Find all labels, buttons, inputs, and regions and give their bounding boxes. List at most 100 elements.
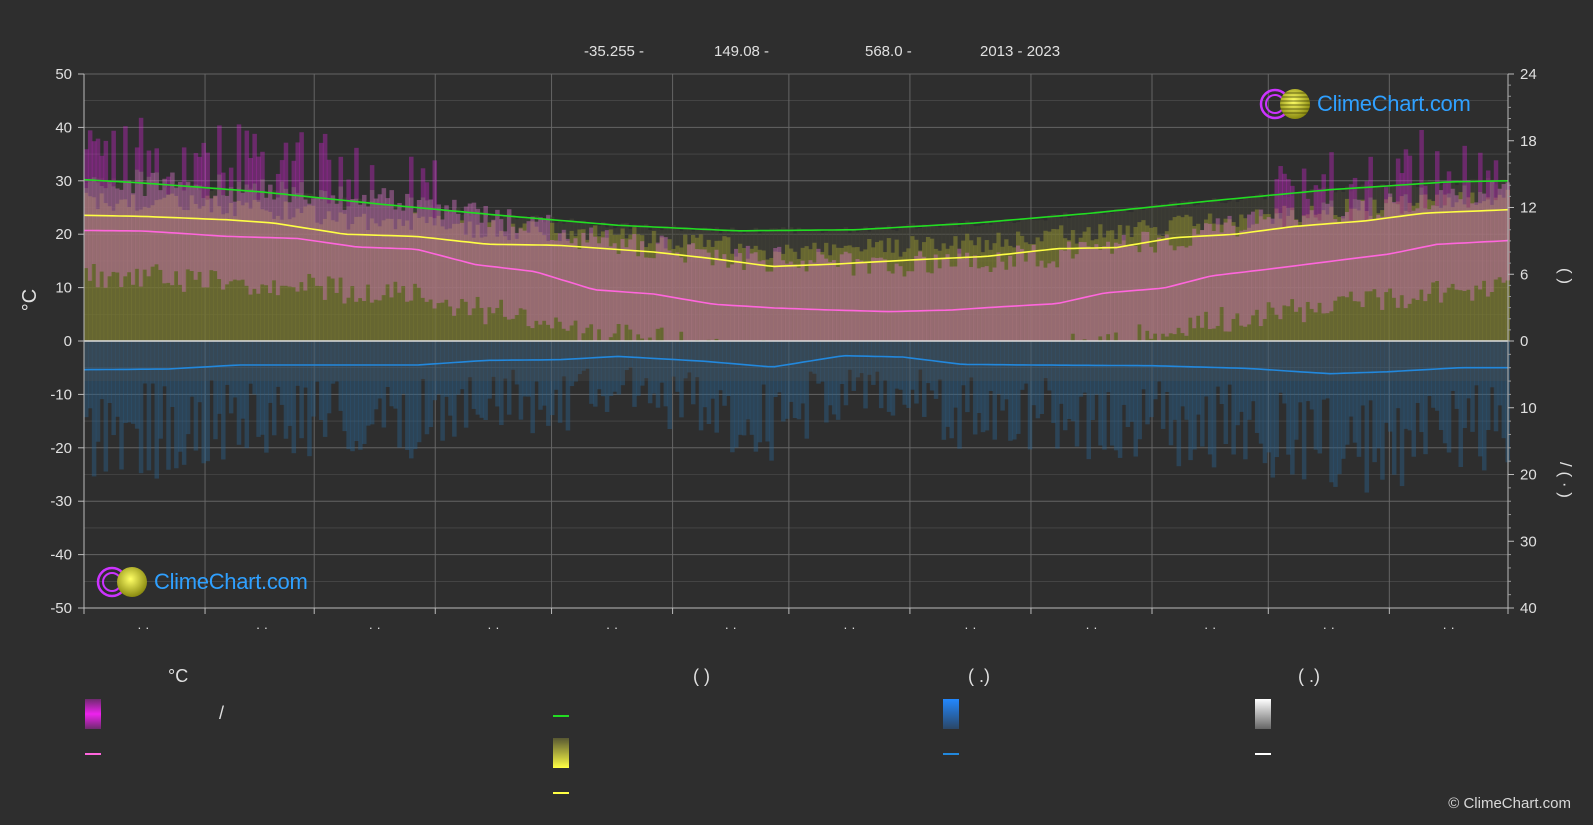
- precipitation-bar: [816, 341, 821, 384]
- precipitation-bar: [1203, 341, 1209, 397]
- header-years: 2013 - 2023: [980, 43, 1061, 60]
- sunshine-bar: [1090, 240, 1095, 341]
- sunshine-bar: [1341, 218, 1346, 341]
- sunshine-bar: [855, 247, 860, 341]
- precipitation-bar: [1039, 341, 1045, 414]
- precipitation-bar: [933, 341, 939, 399]
- temp-range-bar: [636, 256, 641, 335]
- precipitation-bar: [1415, 341, 1420, 403]
- x-tick-label: · ·: [369, 620, 381, 635]
- temp-range-bar: [902, 276, 907, 341]
- temp-range-bar: [518, 228, 524, 309]
- precipitation-bar: [416, 341, 422, 443]
- precipitation-bar: [945, 341, 951, 427]
- sunshine-bar: [1388, 196, 1393, 341]
- sunshine-bar: [1258, 216, 1264, 341]
- temp-range-bar: [1391, 202, 1397, 298]
- precipitation-bar: [1227, 341, 1232, 385]
- y2-lower-tick-label: 20: [1520, 467, 1537, 484]
- temp-range-bar: [812, 262, 817, 341]
- temp-range-bar: [542, 218, 547, 321]
- precipitation-bar: [980, 341, 986, 433]
- sunshine-bar: [1063, 238, 1068, 341]
- temp-range-bar: [781, 260, 786, 341]
- precipitation-bar: [745, 341, 751, 420]
- x-tick-label: · ·: [964, 620, 976, 635]
- sunshine-bar: [158, 199, 163, 341]
- precipitation-bar: [236, 341, 242, 445]
- precipitation-bar: [542, 341, 547, 406]
- sunshine-bar: [295, 208, 300, 341]
- temp-range-bar: [737, 253, 743, 341]
- y-tick-label: -50: [50, 600, 72, 617]
- temp-range-bar: [749, 253, 755, 341]
- temp-range-bar: [628, 239, 633, 330]
- precipitation-bar: [1497, 341, 1503, 406]
- sunshine-bar: [1478, 203, 1483, 341]
- sunshine-bar: [886, 238, 892, 341]
- precipitation-bar: [1133, 341, 1139, 457]
- temp-range-bar: [1317, 220, 1323, 303]
- sunshine-bar: [1415, 202, 1420, 341]
- precipitation-bar: [929, 341, 935, 391]
- precipitation-bar: [1462, 341, 1467, 428]
- sunshine-bar: [890, 252, 896, 341]
- precipitation-bar: [663, 341, 669, 407]
- temp-range-bar: [1192, 228, 1197, 329]
- sunshine-bar: [1211, 223, 1217, 341]
- precipitation-bar: [448, 341, 453, 416]
- sunshine-bar: [1012, 247, 1017, 341]
- temp-range-bar: [1462, 185, 1467, 292]
- temp-range-bar: [123, 182, 128, 277]
- logo-bottom[interactable]: ClimeChart.com: [96, 566, 308, 598]
- temp-range-bar: [1427, 209, 1432, 294]
- sunshine-bar: [769, 257, 774, 341]
- sunshine-bar: [107, 206, 113, 341]
- precipitation-bar: [256, 341, 261, 437]
- sunshine-bar: [679, 247, 684, 341]
- sunshine-bar: [354, 216, 359, 341]
- temp-range-bar: [150, 172, 156, 267]
- y-tick-label: 10: [55, 280, 72, 297]
- temp-range-bar: [914, 255, 919, 341]
- precipitation-bar: [1380, 341, 1385, 480]
- temp-range-bar: [452, 199, 457, 316]
- sunshine-bar: [816, 251, 821, 341]
- precipitation-bar: [573, 341, 579, 382]
- temp-range-bar: [1156, 237, 1162, 341]
- sunshine-bar: [753, 245, 759, 341]
- sunshine-bar: [1129, 237, 1135, 341]
- sunshine-bar: [628, 234, 633, 341]
- precipitation-bar: [170, 341, 175, 407]
- precipitation-bar: [941, 341, 947, 440]
- precipitation-bar: [722, 341, 727, 406]
- temp-range-bar: [553, 240, 559, 318]
- precipitation-bar: [918, 341, 923, 370]
- precipitation-bar: [456, 341, 461, 395]
- sunshine-bar: [401, 225, 406, 341]
- temp-range-bar: [984, 266, 990, 341]
- right-axis-label-lower: / ( · ): [1556, 462, 1575, 498]
- precipitation-bar: [773, 341, 778, 398]
- sunshine-bar: [84, 192, 89, 341]
- sunshine-bar: [1250, 224, 1256, 341]
- precipitation-bar: [111, 341, 116, 436]
- sunshine-bar: [1407, 202, 1413, 341]
- temp-range-bar: [616, 253, 622, 325]
- sunshine-bar: [1047, 231, 1052, 341]
- legend-temp-range-swatch: [85, 699, 101, 729]
- sunshine-bar: [334, 221, 340, 341]
- temp-range-bar: [1478, 191, 1483, 290]
- precipitation-bar: [1031, 341, 1037, 406]
- sunshine-bar: [268, 211, 273, 341]
- temp-range-bar: [859, 260, 864, 341]
- logo-top[interactable]: ClimeChart.com: [1259, 88, 1471, 120]
- sunshine-bar: [1094, 239, 1099, 341]
- sunshine-bar: [1196, 223, 1201, 341]
- temp-extreme-bar: [256, 156, 261, 200]
- temp-extreme-bar: [1466, 180, 1471, 208]
- precipitation-bar: [1305, 341, 1311, 402]
- precipitation-bar: [878, 341, 884, 409]
- temp-range-bar: [1286, 207, 1291, 307]
- sunshine-bar: [557, 241, 563, 341]
